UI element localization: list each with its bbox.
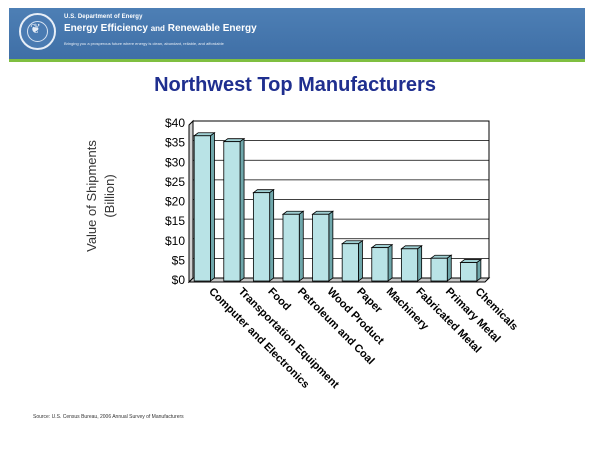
department-name: U.S. Department of Energy [64, 14, 143, 20]
bar [252, 188, 275, 282]
source-note: Source: U.S. Census Bureau, 2006 Annual … [33, 414, 184, 420]
plot-side-wall [188, 119, 194, 284]
tagline: Bringing you a prosperous future where e… [64, 41, 224, 46]
y-tick-label: $0 [172, 273, 186, 287]
bar [340, 239, 364, 282]
doe-seal-icon: ❦ [19, 13, 56, 50]
bar [311, 210, 335, 282]
program-and: and [150, 24, 165, 33]
bar [459, 258, 483, 282]
y-tick-label: $40 [165, 116, 185, 130]
program-prefix: Energy Efficiency [64, 23, 148, 34]
y-tick-label: $25 [165, 175, 185, 189]
header-stripe [9, 59, 585, 62]
chart-title: Northwest Top Manufacturers [154, 74, 436, 96]
bar [222, 137, 246, 282]
bar [281, 210, 305, 282]
program-suffix: Renewable Energy [167, 23, 257, 34]
x-tick-label: Food [265, 286, 292, 313]
y-tick-label: $5 [172, 253, 186, 267]
y-tick-label: $35 [165, 136, 185, 150]
bar [192, 131, 216, 282]
bar [429, 254, 453, 282]
y-tick-label: $15 [165, 214, 185, 228]
program-title: Energy Efficiency and Renewable Energy [64, 23, 257, 34]
y-tick-label: $10 [165, 234, 185, 248]
header-banner [9, 8, 585, 59]
y-tick-label: $30 [165, 155, 185, 169]
bar [370, 243, 394, 282]
y-tick-label: $20 [165, 195, 185, 209]
bar [400, 245, 423, 282]
